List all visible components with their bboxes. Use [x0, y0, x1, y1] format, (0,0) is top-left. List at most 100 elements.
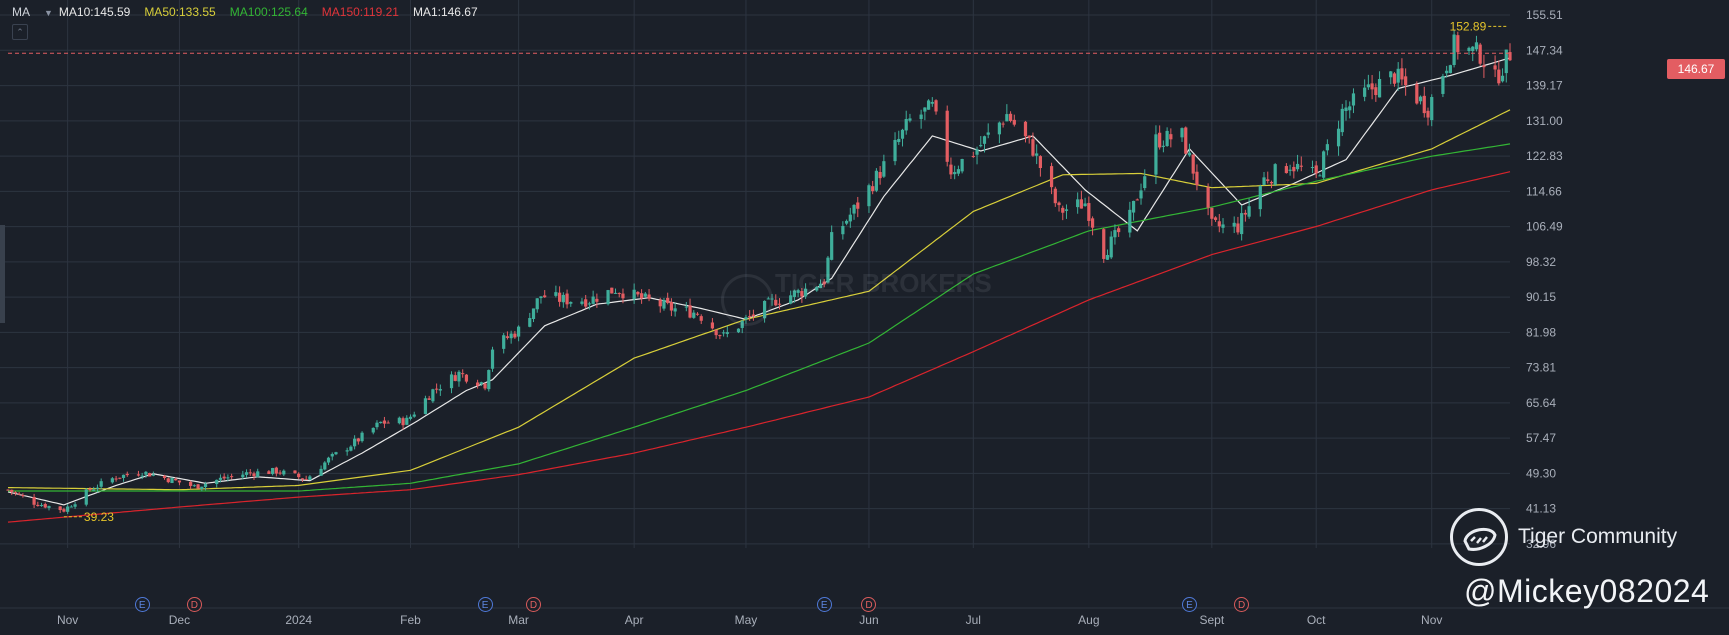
chevron-up-icon[interactable]: ⌃ [12, 24, 28, 40]
candle-body [822, 281, 826, 285]
candle [979, 136, 983, 148]
candle [449, 371, 454, 394]
candle-body [1064, 209, 1069, 211]
candle-body [1314, 165, 1318, 174]
candle [1325, 139, 1329, 156]
y-tick-label: 106.49 [1526, 220, 1563, 234]
candle-body [1363, 87, 1367, 97]
candle-body [1366, 84, 1370, 88]
candle [815, 286, 819, 292]
candle-body [1396, 68, 1400, 83]
candle [982, 135, 987, 153]
candle [658, 297, 662, 313]
candle-body [979, 144, 983, 147]
candle-body [1452, 34, 1456, 66]
candle [1206, 183, 1210, 216]
candle-body [1295, 163, 1300, 170]
candle-body [278, 472, 282, 474]
candle-body [241, 474, 245, 478]
dropdown-caret-icon[interactable]: ▼ [44, 8, 53, 18]
earnings-event-marker[interactable]: E [816, 597, 832, 612]
candle [1426, 107, 1430, 126]
panel-resize-handle[interactable] [0, 225, 5, 323]
candle [1027, 135, 1031, 144]
candle [1012, 114, 1016, 127]
candle [144, 470, 148, 478]
candle [1053, 186, 1057, 207]
candle [248, 468, 252, 476]
candlesticks[interactable] [6, 30, 1512, 514]
candle-body [949, 164, 953, 175]
candle [516, 325, 521, 342]
candle [543, 290, 547, 298]
candle-body [483, 383, 487, 389]
candle-body [1061, 207, 1065, 213]
ma150-legend: MA150:119.21 [321, 5, 399, 19]
candle [241, 470, 245, 480]
candle [587, 301, 592, 310]
candle-body [982, 136, 987, 144]
candle [1090, 216, 1095, 236]
dividend-event-marker[interactable]: D [526, 597, 541, 612]
candle-body [1135, 199, 1139, 201]
earnings-event-marker[interactable]: E [1181, 597, 1197, 612]
earnings-event-marker[interactable]: E [477, 597, 493, 612]
candle [278, 470, 282, 476]
candle [535, 298, 539, 313]
candle [643, 291, 647, 298]
candle-body [953, 172, 957, 175]
candle [464, 374, 469, 384]
earnings-event-marker[interactable]: E [134, 597, 150, 612]
candle-body [230, 476, 234, 478]
dividend-event-marker[interactable]: D [186, 597, 202, 612]
candle [47, 505, 51, 511]
candle [1497, 60, 1501, 86]
candle [923, 107, 927, 121]
candle-body [844, 220, 849, 224]
candle-body [215, 479, 219, 485]
candle-body [1184, 127, 1188, 154]
candle [882, 154, 886, 178]
candle-body [1213, 217, 1218, 220]
candle [934, 99, 938, 115]
candle [1154, 125, 1158, 185]
dividend-event-marker[interactable]: D [861, 597, 877, 612]
candle [1418, 95, 1423, 105]
candle-body [274, 467, 278, 474]
candle-body [13, 492, 18, 494]
y-tick-label: 147.34 [1526, 43, 1563, 57]
tiger-community-logo-icon [1450, 508, 1508, 566]
candle-body [43, 503, 47, 508]
candle-body [1038, 156, 1042, 169]
candle-body [297, 473, 301, 478]
candle-body [826, 257, 830, 283]
candle-body [170, 477, 174, 484]
candle [666, 292, 670, 305]
candle-body [516, 326, 521, 337]
candle-body [371, 427, 375, 433]
candle [1258, 184, 1262, 217]
candle-body [1374, 87, 1378, 96]
y-tick-label: 155.51 [1526, 8, 1563, 22]
candle-body [189, 481, 193, 486]
candle-body [639, 293, 644, 299]
candle-body [1243, 212, 1247, 215]
candle-body [412, 414, 416, 417]
candle [371, 427, 375, 435]
candle-body [17, 493, 21, 495]
candle [610, 287, 614, 294]
candle-body [1474, 42, 1479, 50]
candle-body [58, 506, 62, 511]
candle [904, 110, 908, 135]
candle [1057, 201, 1061, 212]
dividend-event-marker[interactable]: D [1234, 597, 1250, 612]
chart-overlays: 152.89 39.23 [8, 19, 1510, 524]
indicator-name[interactable]: MA [12, 5, 30, 19]
candle-body [226, 477, 230, 479]
candle [800, 288, 804, 303]
candle-body [1005, 114, 1009, 122]
candle-body [177, 480, 182, 483]
candle-body [997, 122, 1002, 135]
candle-body [1232, 222, 1236, 227]
